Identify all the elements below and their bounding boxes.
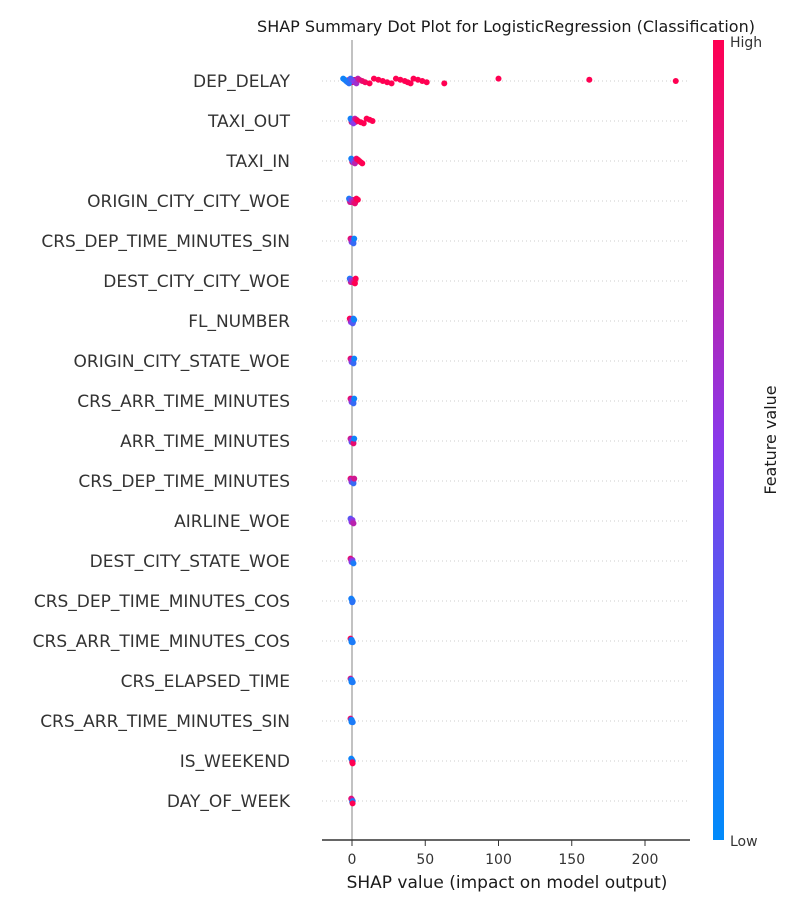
shap-point (495, 75, 502, 82)
colorbar-label: Feature value (761, 385, 780, 494)
shap-point (388, 80, 395, 87)
x-axis-label: SHAP value (impact on model output) (347, 873, 668, 893)
shap-point (351, 316, 358, 323)
shap-point (351, 235, 358, 242)
x-tick-label: 100 (485, 852, 512, 868)
x-tick-label: 150 (558, 852, 585, 868)
shap-point (369, 118, 376, 124)
feature-label: TAXI_IN (225, 152, 290, 172)
shap-point (672, 78, 679, 84)
shap-point (441, 80, 448, 87)
feature-label: CRS_ELAPSED_TIME (121, 672, 290, 692)
shap-point (351, 395, 358, 402)
feature-labels: DEP_DELAY TAXI_OUT TAXI_IN ORIGIN_CITY_CITY… (33, 72, 291, 812)
shap-point (349, 760, 356, 767)
chart-title: SHAP Summary Dot Plot for LogisticRegres… (257, 17, 755, 36)
feature-label: CRS_ARR_TIME_MINUTES_SIN (40, 712, 290, 732)
shap-point (349, 800, 356, 807)
shap-point (350, 480, 357, 487)
row-gridlines (322, 80, 688, 802)
x-tick-label: 200 (632, 852, 659, 868)
shap-point (351, 280, 358, 287)
feature-label: ORIGIN_CITY_STATE_WOE (74, 352, 290, 372)
feature-label: DEP_DELAY (193, 72, 291, 92)
shap-point (349, 719, 356, 726)
feature-label: CRS_DEP_TIME_MINUTES_SIN (41, 232, 290, 252)
colorbar-low-label: Low (730, 834, 758, 850)
shap-point (350, 560, 357, 567)
shap-point (351, 355, 358, 362)
colorbar (713, 40, 724, 840)
shap-point (360, 120, 367, 127)
feature-label: CRS_DEP_TIME_MINUTES (78, 472, 290, 492)
feature-label: CRS_ARR_TIME_MINUTES (77, 392, 290, 412)
x-axis-ticks: 0 50 100 150 200 (348, 840, 659, 868)
shap-point (423, 79, 430, 86)
x-tick-label: 50 (416, 852, 434, 868)
feature-label: CRS_ARR_TIME_MINUTES_COS (33, 632, 290, 652)
shap-point (351, 475, 358, 482)
feature-label: AIRLINE_WOE (174, 512, 290, 532)
shap-point (350, 400, 357, 407)
shap-point (350, 360, 357, 367)
feature-label: CRS_DEP_TIME_MINUTES_COS (34, 592, 290, 612)
feature-label: DEST_CITY_CITY_WOE (103, 272, 290, 292)
shap-point (359, 160, 366, 167)
shap-point (350, 520, 357, 527)
feature-label: FL_NUMBER (188, 312, 290, 332)
shap-point (349, 599, 356, 606)
shap-point (349, 639, 356, 646)
shap-point (350, 440, 357, 447)
x-tick-label: 0 (348, 852, 357, 868)
shap-point (354, 196, 361, 203)
shap-point (586, 76, 593, 83)
shap-point (349, 679, 356, 686)
feature-label: DEST_CITY_STATE_WOE (90, 552, 290, 572)
feature-label: TAXI_OUT (207, 112, 291, 132)
shap-point (407, 80, 414, 87)
feature-label: IS_WEEKEND (180, 752, 290, 772)
shap-point (350, 240, 357, 247)
shap-points (340, 75, 679, 807)
feature-label: DAY_OF_WEEK (167, 792, 291, 812)
shap-point (351, 435, 358, 442)
shap-point (352, 275, 359, 282)
shap-point (366, 80, 373, 87)
feature-label: ARR_TIME_MINUTES (120, 432, 290, 452)
colorbar-high-label: High (730, 35, 762, 51)
feature-label: ORIGIN_CITY_CITY_WOE (87, 192, 290, 212)
